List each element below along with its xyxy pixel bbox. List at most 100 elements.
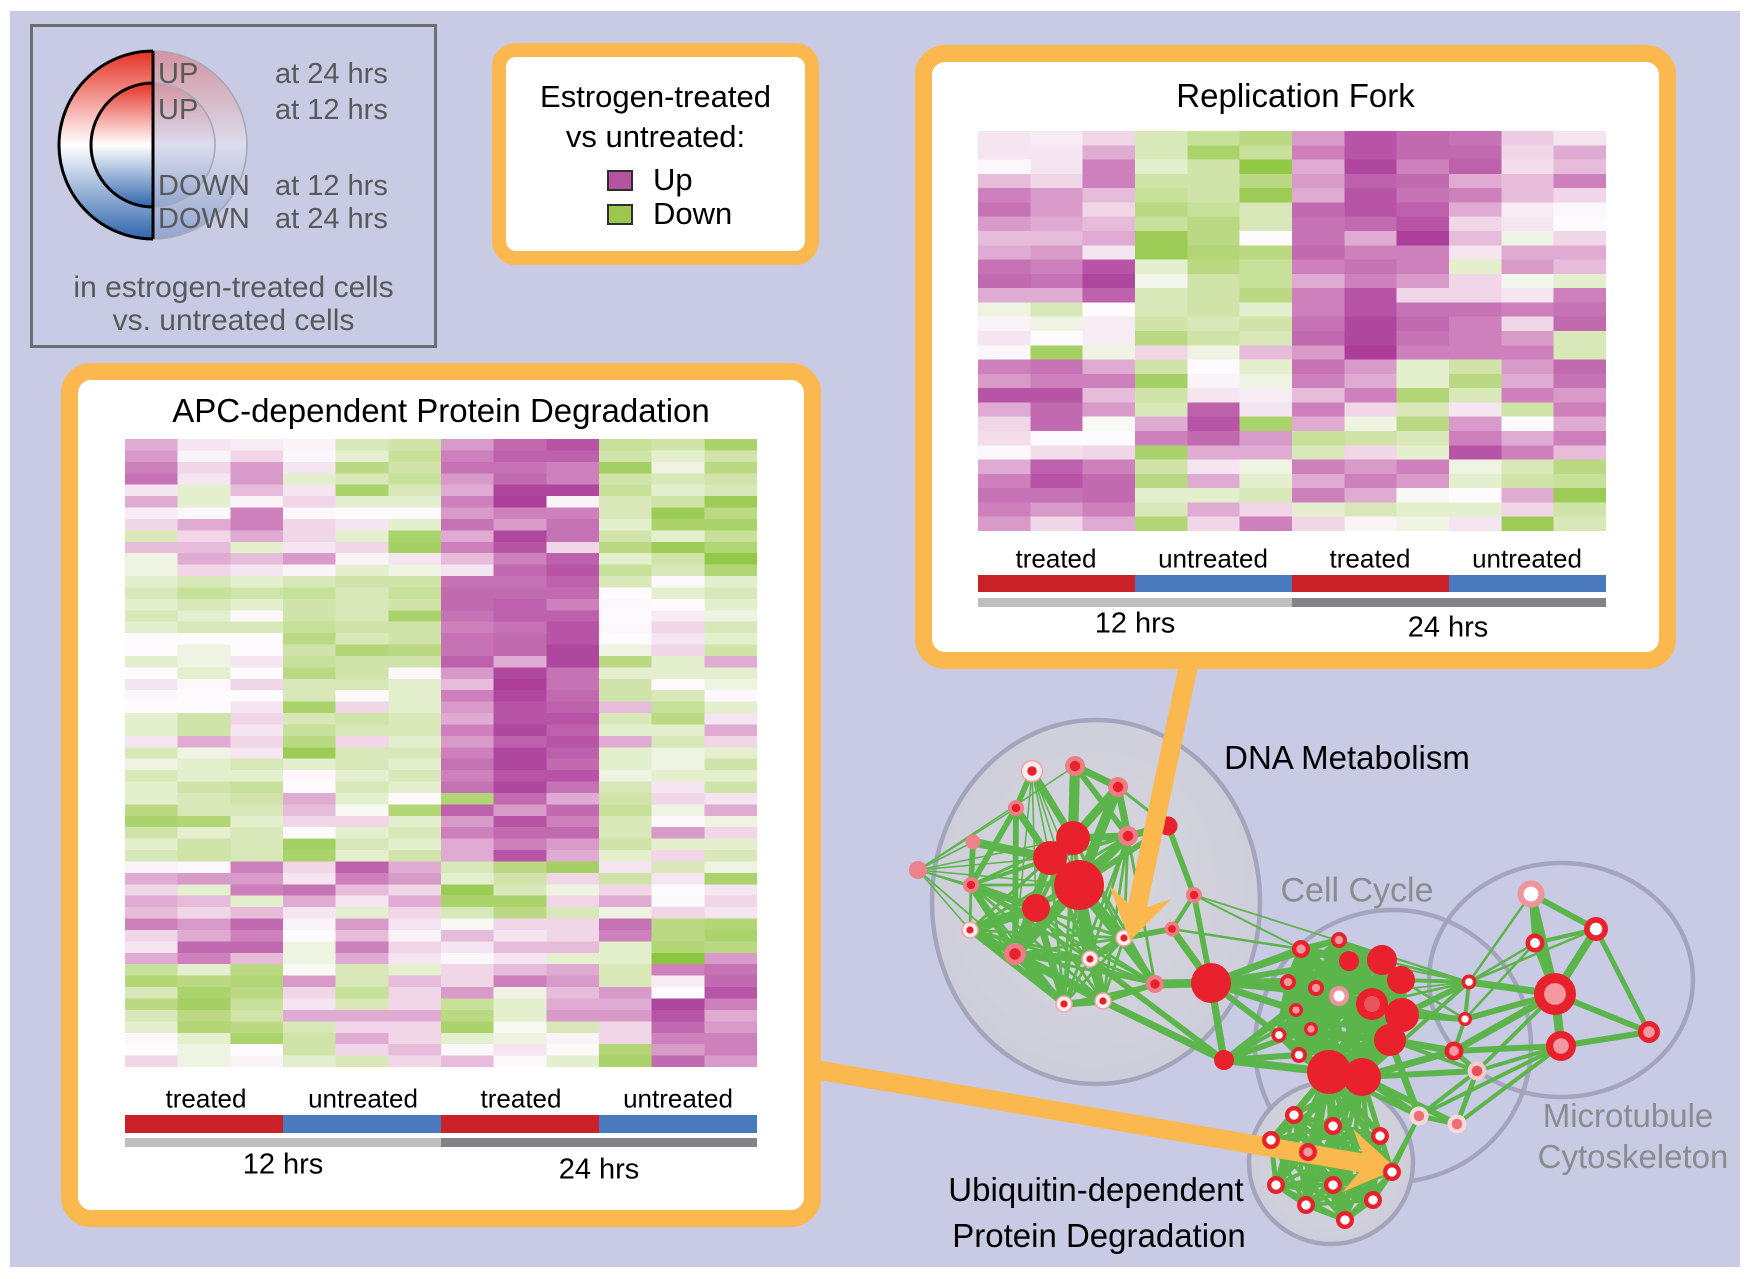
heatmap-cell	[230, 964, 284, 977]
gene-node-center	[1311, 983, 1321, 993]
heatmap-cell	[599, 587, 653, 600]
heatmap-cell	[704, 975, 757, 988]
heatmap-cell	[125, 484, 179, 497]
untreated-bar	[599, 1115, 757, 1133]
heatmap-cell	[1344, 345, 1398, 360]
heatmap-cell	[493, 713, 547, 725]
heatmap-cell	[388, 1055, 442, 1067]
heatmap-cell	[388, 610, 442, 623]
heatmap-cell	[493, 678, 547, 691]
heatmap-cell	[546, 724, 600, 737]
heatmap-cell	[1292, 388, 1345, 403]
heatmap-cell	[230, 872, 284, 885]
heatmap-cell	[177, 587, 231, 600]
heatmap-cell	[441, 770, 495, 782]
heatmap-cell	[1396, 159, 1450, 175]
heatmap-cell	[599, 576, 653, 588]
treatment-color-bar	[978, 575, 1606, 592]
arrow	[1109, 628, 1206, 941]
gene-node-center	[1150, 979, 1160, 989]
heatmap-cell	[125, 530, 179, 543]
heatmap-cell	[1082, 202, 1136, 218]
heatmap-cell	[125, 770, 179, 782]
heatmap-cell	[1239, 302, 1293, 318]
heatmap-cell	[283, 633, 337, 645]
heatmap-cell	[651, 655, 705, 668]
heatmap-cell	[283, 758, 337, 771]
heatmap-cell	[441, 1044, 495, 1056]
gene-node	[1374, 1024, 1406, 1056]
heatmap-cell	[441, 633, 495, 645]
heatmap-cell	[1292, 188, 1345, 203]
heatmap-cell	[1030, 216, 1084, 232]
heatmap-cell	[1344, 145, 1398, 160]
heatmap-cell	[441, 724, 495, 737]
heatmap-cell	[283, 850, 337, 862]
gene-node	[1033, 841, 1067, 875]
time-label-24hrs: 24 hrs	[558, 1153, 640, 1186]
heatmap-cell	[441, 678, 495, 691]
heatmap-cell	[1187, 388, 1241, 403]
heatmap-cell	[1082, 373, 1136, 389]
heatmap-cell	[230, 518, 284, 531]
heatmap-cell	[493, 770, 547, 782]
heatmap-cell	[978, 416, 1031, 432]
heatmap-cell	[283, 541, 337, 554]
heatmap-cell	[441, 929, 495, 942]
heatmap-cell	[177, 484, 231, 497]
heatmap-cell	[125, 952, 179, 965]
heatmap-cell	[704, 792, 757, 805]
heatmap-cell	[1030, 273, 1084, 289]
heatmap-cell	[651, 747, 705, 760]
heatmap-cell	[1396, 145, 1450, 160]
heatmap-cell	[1030, 459, 1084, 475]
heatmap-cell	[230, 633, 284, 645]
heatmap-cell	[177, 576, 231, 588]
heatmap-cell	[1344, 516, 1398, 531]
heatmap-cell	[1239, 388, 1293, 403]
heatmap-cell	[493, 473, 547, 486]
heatmap-cell	[230, 541, 284, 554]
heatmap-cell	[1082, 173, 1136, 189]
heatmap-cell	[1501, 131, 1555, 146]
heatmap-cell	[704, 644, 757, 657]
heatmap-cell	[1292, 488, 1345, 503]
heatmap-cell	[441, 461, 495, 474]
heatmap-cell	[704, 450, 757, 463]
heatmap-cell	[651, 724, 705, 737]
heatmap-cell	[1449, 145, 1502, 160]
heatmap-cell	[704, 815, 757, 828]
gene-node	[965, 834, 981, 850]
heatmap-cell	[651, 975, 705, 988]
heatmap-cell	[1135, 316, 1188, 332]
heatmap-cell	[1135, 345, 1188, 360]
heatmap-cell	[441, 576, 495, 588]
heatmap-cell	[177, 850, 231, 862]
heatmap-cell	[546, 553, 600, 565]
gene-node-center	[966, 880, 976, 890]
heatmap-cell	[125, 884, 179, 897]
heatmap-cell	[177, 884, 231, 897]
heatmap-cell	[1449, 288, 1502, 303]
heatmap-cell	[546, 610, 600, 623]
heatmap-cell	[1553, 288, 1606, 303]
heatmap-cell	[1187, 131, 1241, 146]
heatmap-cell	[230, 1055, 284, 1067]
heatmap-cell	[1449, 173, 1502, 189]
group-label: untreated	[1472, 543, 1582, 574]
heatmap-cell	[230, 804, 284, 817]
heatmap-cell	[230, 952, 284, 965]
heatmap-cell	[441, 815, 495, 828]
heatmap-cell	[1344, 445, 1398, 460]
gene-node	[1191, 963, 1231, 1003]
heatmap-cell	[388, 815, 442, 828]
heatmap-cell	[441, 439, 495, 451]
heatmap-cell	[1501, 431, 1555, 446]
24hrs-bar	[1292, 598, 1606, 607]
gene-node-center	[1122, 830, 1134, 842]
heatmap-cell	[335, 850, 389, 862]
gene-node	[1385, 998, 1419, 1032]
heatmap-cell	[388, 827, 442, 839]
heatmap-cell	[335, 1044, 389, 1056]
heatmap-cell	[335, 770, 389, 782]
